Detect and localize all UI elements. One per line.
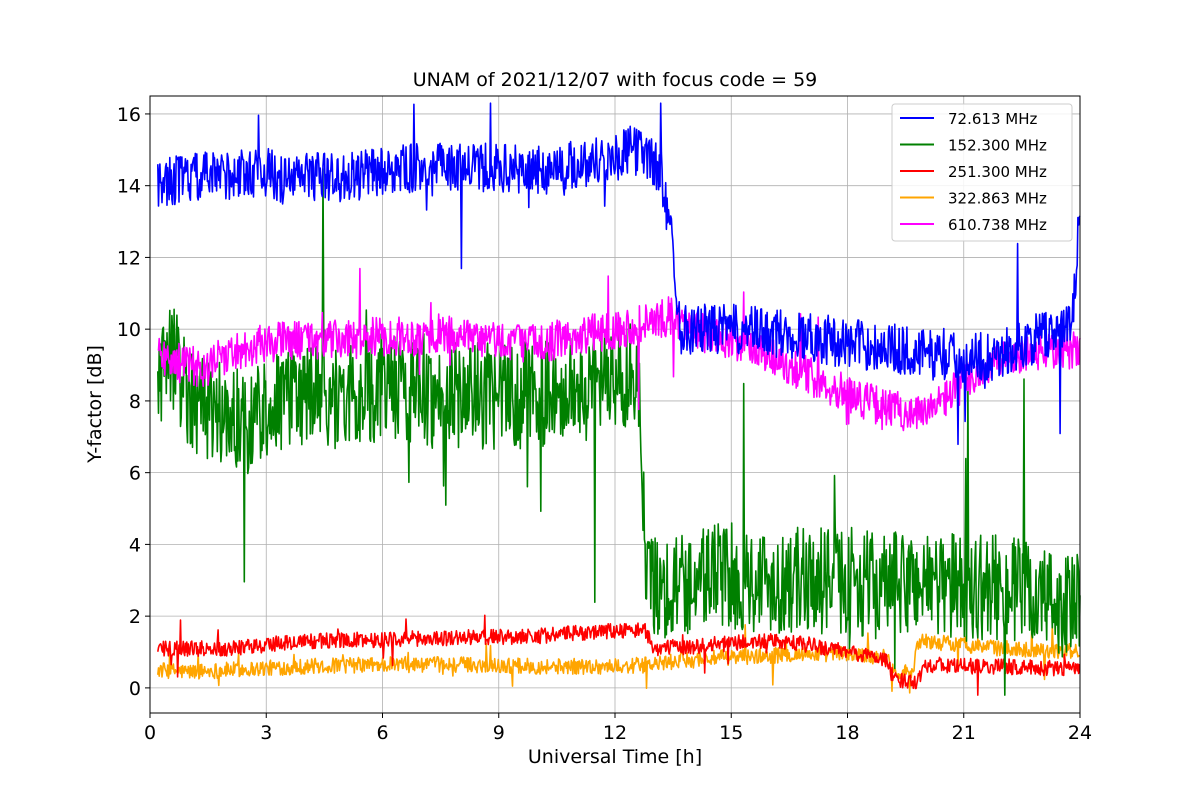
- y-tick-label: 6: [129, 463, 141, 485]
- x-axis-label: Universal Time [h]: [528, 746, 702, 768]
- y-tick-label: 0: [129, 678, 141, 700]
- series-line-4: [157, 267, 1081, 432]
- y-tick-label: 4: [129, 534, 141, 556]
- y-tick-label: 2: [129, 606, 141, 628]
- legend-label-4: 610.738 MHz: [948, 216, 1047, 234]
- legend: 72.613 MHz 152.300 MHz 251.300 MHz 322.863 …: [891, 103, 1073, 242]
- x-tick-label: 24: [1068, 722, 1092, 744]
- x-tick-label: 6: [376, 722, 388, 744]
- y-tick-label: 10: [117, 319, 141, 341]
- series-line-2: [157, 614, 1081, 696]
- legend-label-1: 152.300 MHz: [948, 137, 1047, 155]
- x-axis: 0 3 6 9 12 15 18 21 24: [144, 713, 1092, 744]
- y-tick-label: 12: [117, 247, 141, 269]
- legend-label-3: 322.863 MHz: [948, 190, 1047, 208]
- x-tick-label: 3: [260, 722, 272, 744]
- x-tick-label: 0: [144, 722, 156, 744]
- x-tick-label: 21: [952, 722, 976, 744]
- legend-box: [891, 103, 1073, 242]
- x-tick-label: 18: [835, 722, 859, 744]
- legend-label-0: 72.613 MHz: [948, 110, 1037, 128]
- y-tick-label: 14: [117, 176, 141, 198]
- chart-title: UNAM of 2021/12/07 with focus code = 59: [413, 69, 818, 91]
- series-line-0: [157, 102, 1081, 446]
- y-axis-label: Y-factor [dB]: [84, 345, 106, 464]
- x-tick-label: 12: [603, 722, 627, 744]
- series-layer: [157, 102, 1081, 696]
- y-tick-label: 16: [117, 104, 141, 126]
- series-line-3: [157, 624, 1081, 694]
- x-tick-label: 9: [493, 722, 505, 744]
- legend-label-2: 251.300 MHz: [948, 163, 1047, 181]
- y-tick-label: 8: [129, 391, 141, 413]
- y-axis: 0 2 4 6 8 10 12 14 16: [117, 104, 150, 700]
- x-tick-label: 15: [719, 722, 743, 744]
